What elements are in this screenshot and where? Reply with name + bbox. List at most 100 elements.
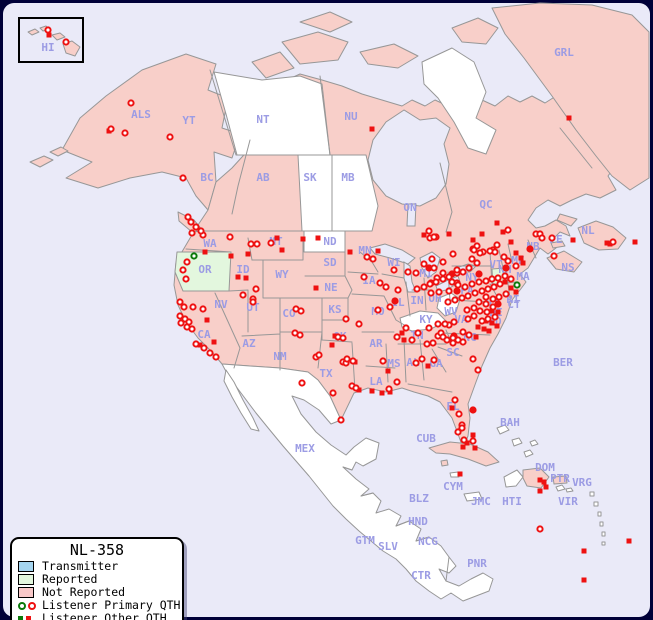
region-label-ns: NS [561, 261, 574, 274]
virgin-islands [555, 484, 574, 493]
listener-other-qth-marker [274, 235, 280, 241]
listener-primary-qth-marker [461, 283, 469, 291]
legend-row-not-reported: Not Reported [18, 586, 176, 599]
listener-markers [44, 26, 638, 583]
listener-primary-qth-marker [478, 317, 486, 325]
region-cayman [449, 471, 460, 478]
region-label-cym: CYM [443, 480, 463, 493]
listener-primary-qth-marker [337, 416, 345, 424]
listener-other-qth-marker [457, 471, 463, 477]
listener-cluster-marker [469, 406, 477, 414]
listener-primary-qth-marker [62, 38, 70, 46]
listener-other-qth-marker [399, 330, 405, 336]
region-label-ky: KY [419, 313, 433, 326]
listener-primary-qth-marker [247, 240, 255, 248]
legend-label: Listener Other QTH [42, 611, 167, 620]
listener-primary-qth-marker [107, 125, 115, 133]
listener-other-qth-marker [202, 249, 208, 255]
listener-other-qth-marker [369, 126, 375, 132]
region-greenland [491, 2, 650, 191]
region-label-wa: WA [203, 237, 217, 250]
listener-primary-qth-marker [296, 331, 304, 339]
listener-primary-qth-reported-marker [513, 281, 521, 289]
listener-primary-qth-marker [434, 320, 442, 328]
red-square-icon [26, 616, 31, 620]
listener-primary-qth-marker [413, 285, 421, 293]
listener-other-qth-marker [464, 440, 470, 446]
listener-primary-qth-marker [500, 253, 508, 261]
listener-primary-qth-marker [187, 218, 195, 226]
region-label-ber: BER [553, 356, 573, 369]
water-bodies [367, 109, 477, 293]
listener-primary-qth-marker [376, 279, 384, 287]
listener-primary-qth-marker [379, 357, 387, 365]
region-sk [297, 154, 333, 232]
listener-primary-qth-marker [465, 264, 473, 272]
region-mb [331, 154, 379, 232]
listener-other-qth-marker [385, 368, 391, 374]
region-label-va: VA [454, 313, 468, 326]
listener-other-qth-marker [541, 479, 547, 485]
listener-primary-qth-marker [199, 305, 207, 313]
listener-other-qth-marker [489, 308, 495, 314]
listener-primary-qth-marker [471, 289, 479, 297]
aleutian-islands [29, 146, 69, 168]
listener-primary-qth-marker [182, 275, 190, 283]
listener-cluster-marker [453, 287, 461, 295]
listener-other-qth-marker [313, 285, 319, 291]
legend-row-transmitter: Transmitter [18, 560, 176, 573]
listener-primary-qth-marker [450, 318, 458, 326]
listener-primary-qth-marker [468, 280, 476, 288]
region-label-nm: NM [273, 350, 287, 363]
legend-title: NL-358 [69, 541, 125, 559]
listener-primary-qth-marker [408, 336, 416, 344]
landmasses [27, 2, 650, 602]
region-puertorico [552, 475, 568, 485]
legend-label: Reported [42, 572, 98, 586]
region-label-nu: NU [344, 110, 358, 123]
region-baja [223, 369, 260, 432]
listener-primary-qth-marker [458, 294, 466, 302]
listener-primary-qth-marker [197, 227, 205, 235]
listener-cluster-marker [502, 264, 510, 272]
region-label-co: CO [282, 307, 296, 320]
listener-cluster-marker [425, 264, 433, 272]
listener-primary-qth-marker [478, 287, 486, 295]
listener-other-qth-marker [228, 253, 234, 259]
listener-other-qth-marker [375, 248, 381, 254]
red-circle-icon [28, 601, 36, 610]
listener-primary-qth-marker [439, 275, 447, 283]
listener-other-qth-marker [513, 289, 519, 295]
listener-primary-qth-marker [454, 428, 462, 436]
region-label-nd: ND [323, 235, 337, 248]
listener-other-qth-marker [607, 241, 613, 247]
region-label-ar: AR [369, 337, 383, 350]
listener-primary-qth-marker [355, 320, 363, 328]
region-label-ks: KS [328, 303, 341, 316]
listener-primary-qth-marker [252, 285, 260, 293]
region-label-slv: SLV [378, 540, 398, 553]
region-label-wy: WY [275, 268, 289, 281]
listener-other-qth-marker [475, 324, 481, 330]
listener-primary-qth-marker [402, 324, 410, 332]
listener-primary-qth-marker [489, 295, 497, 303]
region-label-in: IN [410, 294, 423, 307]
listener-other-qth-marker [449, 405, 455, 411]
legend-label: Not Reported [42, 585, 126, 599]
listener-other-qth-marker [243, 275, 249, 281]
listener-other-qth-marker [508, 285, 514, 291]
listener-primary-qth-marker [382, 283, 390, 291]
listener-primary-qth-marker [339, 334, 347, 342]
listener-primary-qth-marker [352, 384, 360, 392]
listener-other-qth-marker [502, 279, 508, 285]
listener-other-qth-marker [460, 444, 466, 450]
listener-primary-qth-marker [267, 239, 275, 247]
isla-juventud [440, 459, 449, 467]
region-jamaica [463, 491, 483, 502]
listener-primary-qth-marker [475, 278, 483, 286]
listener-primary-qth-marker [127, 99, 135, 107]
region-haiti [503, 469, 524, 488]
listener-primary-qth-marker [428, 255, 436, 263]
listener-cluster-marker [475, 270, 483, 278]
